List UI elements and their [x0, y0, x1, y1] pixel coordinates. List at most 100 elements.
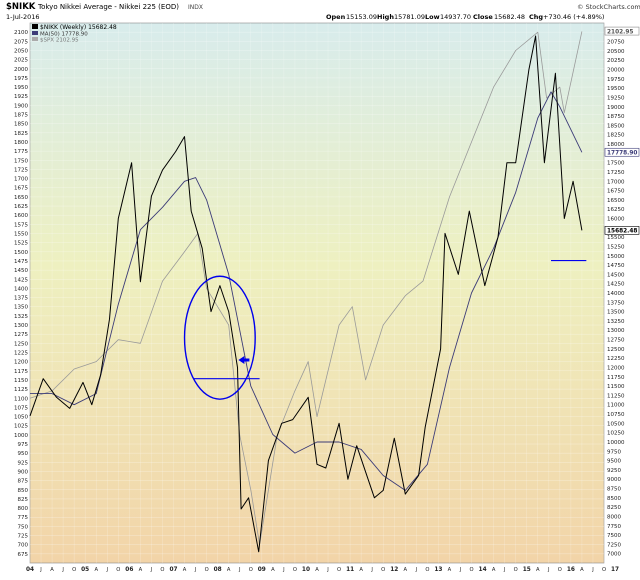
x-tick-label: O — [558, 567, 562, 573]
x-tick-label: J — [39, 567, 42, 573]
right-tick-label: 19750 — [607, 77, 625, 83]
x-axis: 04 J A J O 05 A J O 06 A J O 07 A J O 08 A J O 09 A J O 10 A J O 11 A J… — [26, 567, 619, 573]
x-tick-label: O — [72, 567, 76, 573]
grid — [29, 23, 616, 563]
chg-value: +730.46 (+4.89%) — [543, 13, 604, 21]
x-tick-label: A — [227, 567, 231, 573]
right-tick-label: 8500 — [607, 496, 621, 502]
left-tick-label: 1425 — [14, 277, 28, 283]
left-tick-label: 1625 — [14, 204, 28, 210]
right-tick-label: 12250 — [607, 356, 625, 362]
left-tick-label: 2000 — [14, 67, 28, 73]
x-tick-label: A — [139, 567, 143, 573]
left-tick-label: 1800 — [14, 140, 28, 146]
x-tick-label: 08 — [214, 567, 222, 573]
high-value: 15781.09 — [394, 13, 425, 21]
x-tick-label: O — [602, 567, 606, 573]
ma-value-tag-box — [604, 147, 640, 157]
x-tick-label: J — [547, 567, 550, 573]
x-tick-label: A — [315, 567, 319, 573]
low-value: 14937.70 — [440, 13, 471, 21]
right-tick-label: 10500 — [607, 421, 625, 427]
x-tick-label: J — [459, 567, 462, 573]
right-tick-label: 16500 — [607, 198, 625, 204]
x-tick-label: O — [381, 567, 385, 573]
right-tick-label: 13500 — [607, 310, 625, 316]
right-tick-label: 7000 — [607, 552, 621, 558]
right-tick-label: 14750 — [607, 263, 625, 269]
right-tick-label: 15500 — [607, 235, 625, 241]
right-tick-label: 13000 — [607, 328, 625, 334]
x-tick-label: 17 — [611, 567, 619, 573]
left-tick-label: 700 — [18, 543, 29, 549]
right-tick-label: 7500 — [607, 533, 621, 539]
right-tick-label: 7750 — [607, 524, 621, 530]
left-tick-label: 900 — [18, 469, 29, 475]
left-tick-label: 1950 — [14, 85, 28, 91]
left-tick-label: 2025 — [14, 58, 28, 64]
left-tick-label: 675 — [18, 552, 29, 558]
x-tick-label: J — [591, 567, 594, 573]
spx-value-tag: 2102.95 — [607, 29, 633, 35]
right-tick-label: 17500 — [607, 161, 625, 167]
x-tick-label: O — [116, 567, 120, 573]
right-tick-label: 8000 — [607, 514, 621, 520]
left-tick-label: 750 — [18, 524, 29, 530]
right-tick-label: 13750 — [607, 300, 625, 306]
spx-series-line — [29, 31, 583, 546]
right-tick-label: 16750 — [607, 189, 625, 195]
x-tick-label: 04 — [26, 567, 34, 573]
x-tick-label: 16 — [567, 567, 575, 573]
right-axis: 7000 7250 7500 7750 8000 8250 8500 8750 9000 9250… — [607, 30, 625, 557]
left-tick-label: 725 — [18, 534, 29, 540]
brand-logo: © StockCharts.com — [577, 3, 640, 11]
x-tick-label: J — [503, 567, 506, 573]
legend-main: $NIKK (Weekly) 15682.48 — [40, 24, 117, 31]
x-tick-label: J — [194, 567, 197, 573]
open-label: Open — [326, 13, 346, 21]
x-tick-label: 09 — [258, 567, 266, 573]
x-tick-label: A — [448, 567, 452, 573]
right-tick-label: 9500 — [607, 459, 621, 465]
left-tick-label: 1750 — [14, 158, 28, 164]
left-tick-label: 1500 — [14, 250, 28, 256]
left-tick-label: 1375 — [14, 296, 28, 302]
left-tick-label: 1650 — [14, 195, 28, 201]
right-tick-label: 16000 — [607, 217, 625, 223]
low-label: Low — [425, 13, 440, 21]
x-tick-label: A — [50, 567, 54, 573]
ma-series-line — [30, 91, 583, 491]
left-tick-label: 1825 — [14, 131, 28, 137]
right-tick-label: 14000 — [607, 291, 625, 297]
x-tick-label: A — [404, 567, 408, 573]
right-tick-label: 15250 — [607, 244, 625, 250]
legend-ma: MA(50) 17778.90 — [40, 32, 88, 38]
legend-swatch-ma — [32, 31, 38, 35]
x-tick-label: 15 — [523, 567, 531, 573]
left-tick-label: 1975 — [14, 76, 28, 82]
left-tick-label: 1900 — [14, 103, 28, 109]
ma-value-tag: 17778.90 — [607, 150, 637, 156]
legend-swatch-spx — [32, 37, 38, 41]
x-tick-label: J — [238, 567, 241, 573]
left-tick-label: 1250 — [14, 341, 28, 347]
right-tick-label: 9000 — [607, 477, 621, 483]
left-tick-label: 2050 — [14, 48, 28, 54]
left-tick-label: 800 — [18, 506, 29, 512]
x-tick-label: 12 — [390, 567, 398, 573]
right-tick-label: 8750 — [607, 487, 621, 493]
x-tick-label: J — [106, 567, 109, 573]
right-tick-label: 11750 — [607, 375, 625, 381]
left-tick-label: 1475 — [14, 259, 28, 265]
left-tick-label: 2075 — [14, 39, 28, 45]
right-tick-label: 20500 — [607, 49, 625, 55]
x-tick-label: A — [183, 567, 187, 573]
left-tick-label: 1875 — [14, 113, 28, 119]
right-tick-label: 11250 — [607, 393, 625, 399]
x-tick-label: A — [359, 567, 363, 573]
right-tick-label: 19500 — [607, 86, 625, 92]
left-tick-label: 875 — [18, 479, 29, 485]
left-tick-label: 1700 — [14, 177, 28, 183]
x-tick-label: J — [61, 567, 64, 573]
x-tick-label: O — [469, 567, 473, 573]
